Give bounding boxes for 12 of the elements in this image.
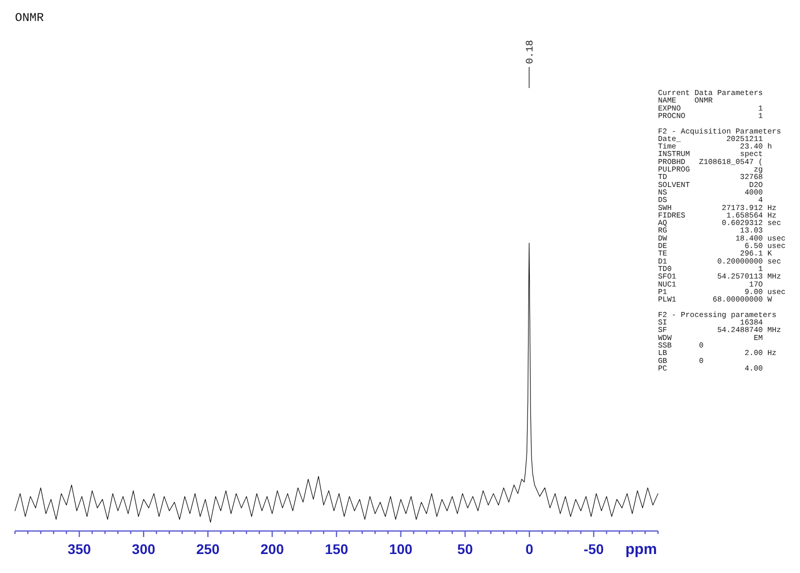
x-tick-label: 150 xyxy=(324,541,348,557)
chart-title: ONMR xyxy=(15,11,44,25)
x-tick-label: 100 xyxy=(389,541,413,557)
annotation: 0.18 xyxy=(526,40,537,64)
x-tick-label: 50 xyxy=(457,541,474,557)
x-tick-label: 0 xyxy=(526,541,534,557)
x-axis-title: ppm xyxy=(625,541,657,558)
x-tick-label: 250 xyxy=(196,541,220,557)
x-tick-label: 350 xyxy=(68,541,92,557)
x-tick-label: 300 xyxy=(132,541,156,557)
x-tick-label: 200 xyxy=(260,541,284,557)
x-tick-label: -50 xyxy=(584,541,604,557)
